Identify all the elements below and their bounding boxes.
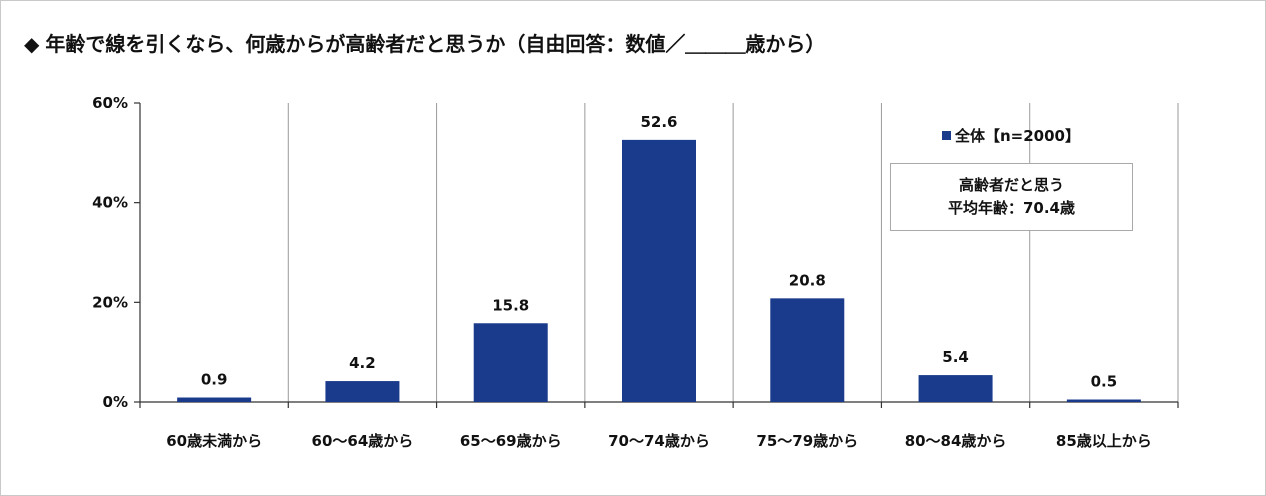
y-tick-label: 60%: [92, 94, 128, 112]
bar: [770, 298, 845, 402]
chart-title-text: 年齢で線を引くなら、何歳からが高齢者だと思うか（自由回答：数値／＿＿＿歳から）: [45, 32, 826, 56]
average-age-note: 高齢者だと思う 平均年齢：70.4歳: [890, 163, 1133, 231]
data-label: 52.6: [640, 113, 677, 131]
y-tick-label: 0%: [103, 393, 128, 411]
y-tick-label: 40%: [92, 194, 128, 212]
y-tick-label: 20%: [92, 293, 128, 311]
data-label: 4.2: [349, 354, 376, 372]
data-label: 0.9: [201, 371, 228, 389]
category-label: 85歳以上から: [1056, 432, 1152, 450]
data-label: 15.8: [492, 296, 529, 314]
legend: 全体【n=2000】: [942, 125, 1080, 146]
bar: [622, 139, 696, 403]
data-label: 5.4: [942, 348, 969, 366]
category-label: 70～74歳から: [608, 432, 710, 450]
data-label: 20.8: [789, 271, 826, 289]
category-label: 80～84歳から: [905, 432, 1007, 450]
category-label: 75～79歳から: [756, 432, 858, 450]
data-label: 0.5: [1091, 373, 1118, 391]
note-line-2: 平均年齢：70.4歳: [947, 199, 1075, 217]
category-label: 65～69歳から: [460, 432, 562, 450]
bar: [918, 375, 993, 402]
category-label: 60歳未満から: [166, 432, 262, 450]
bar: [1066, 399, 1141, 402]
chart-title: ◆ 年齢で線を引くなら、何歳からが高齢者だと思うか（自由回答：数値／＿＿＿歳から）: [24, 28, 825, 57]
bar: [325, 381, 400, 402]
bar: [473, 323, 548, 402]
note-line-1: 高齢者だと思う: [958, 176, 1064, 194]
legend-swatch: [942, 131, 951, 140]
legend-label: 全体【n=2000】: [955, 127, 1080, 145]
diamond-marker: ◆: [24, 32, 40, 56]
category-label: 60～64歳から: [312, 432, 414, 450]
bar: [177, 397, 252, 402]
